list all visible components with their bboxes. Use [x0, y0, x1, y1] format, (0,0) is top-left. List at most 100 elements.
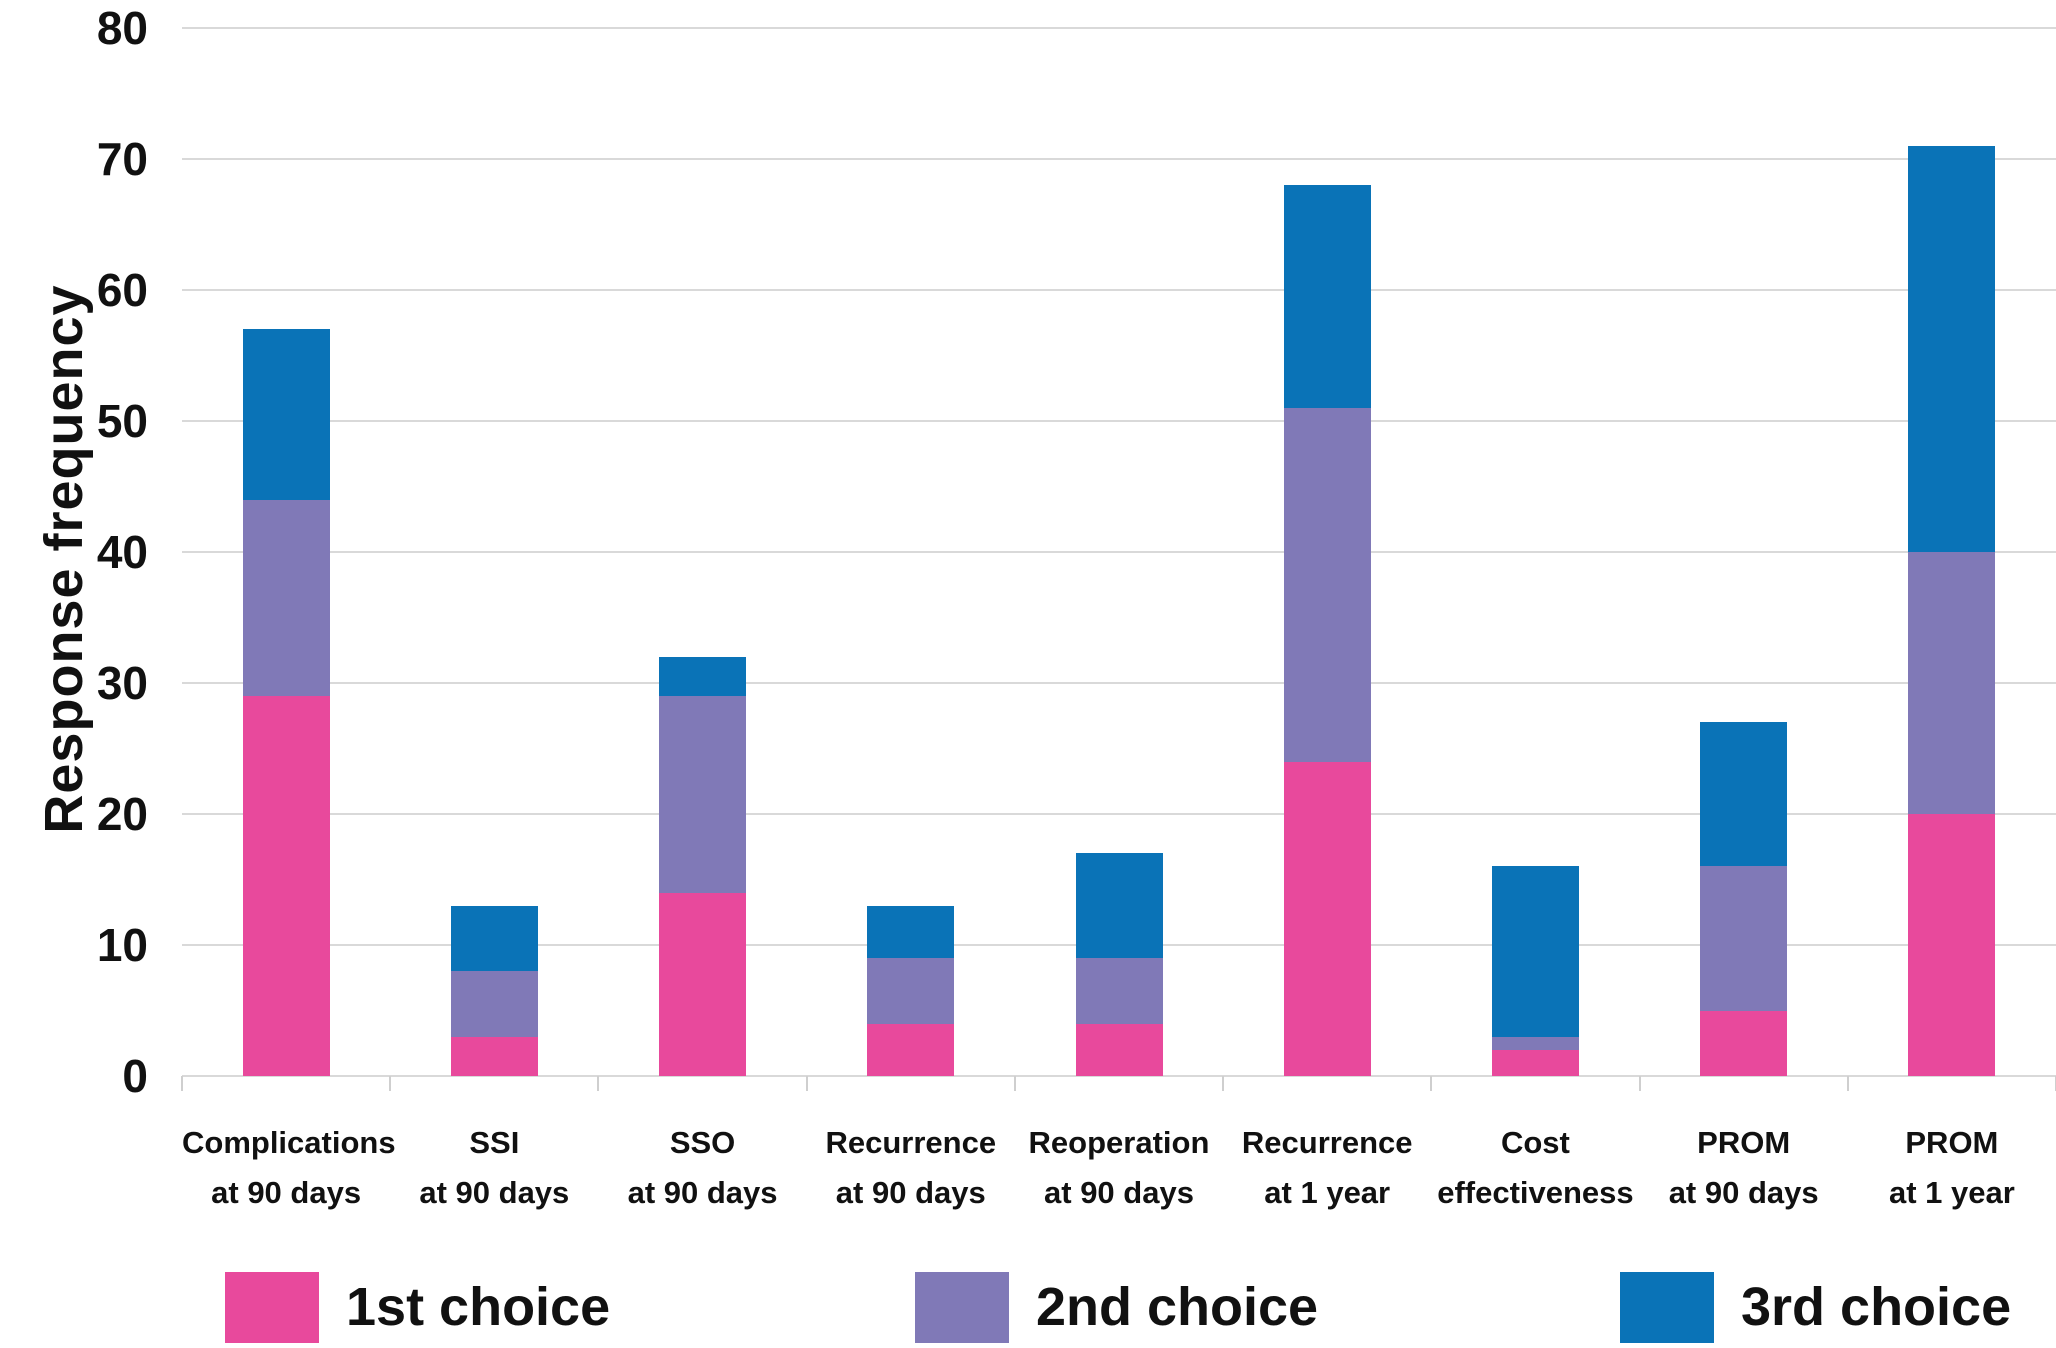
category-label: Complications at 90 days: [182, 1118, 396, 1218]
y-tick-label-70: 70: [96, 133, 148, 185]
bar-segment-2nd-choice: [1491, 1036, 1579, 1050]
bar-PROM at 90 days: [1700, 722, 1788, 1076]
bar-segment-1st-choice: [1075, 1023, 1163, 1076]
category-label-line: PROM: [1905, 1125, 1999, 1160]
bar-Complications at 90 days: [242, 329, 330, 1076]
bar-segment-2nd-choice: [242, 499, 330, 697]
x-axis-tick: [1222, 1076, 1225, 1091]
bar-segment-3rd-choice: [1075, 853, 1163, 959]
gridline-70: [182, 158, 2056, 160]
category-label: SSO at 90 days: [598, 1118, 806, 1218]
x-axis-tick: [181, 1076, 183, 1091]
category-label: Reoperation at 90 days: [1015, 1118, 1223, 1218]
category-label-line: SSI: [469, 1125, 520, 1160]
bar-segment-1st-choice: [659, 892, 747, 1076]
legend-label: 3rd choice: [1741, 1277, 2012, 1337]
x-axis-tick: [389, 1076, 392, 1091]
bar-segment-1st-choice: [1908, 814, 1996, 1076]
gridline-0: [182, 1075, 2056, 1077]
y-tick-label-30: 30: [96, 657, 148, 709]
bar-segment-2nd-choice: [659, 696, 747, 893]
category-label: PROM at 90 days: [1640, 1118, 1848, 1218]
category-label: PROM at 1 year: [1848, 1118, 2056, 1218]
gridline-50: [182, 420, 2056, 422]
gridline-40: [182, 551, 2056, 553]
y-tick-label-40: 40: [96, 526, 148, 578]
bar-segment-1st-choice: [1283, 761, 1371, 1076]
category-label-line: Reoperation: [1028, 1125, 1210, 1160]
bar-Recurrence at 1 year: [1283, 185, 1371, 1076]
gridline-20: [182, 813, 2056, 815]
category-label-line: Cost: [1500, 1125, 1570, 1160]
bar-segment-2nd-choice: [450, 971, 538, 1037]
x-axis-tick: [1013, 1076, 1016, 1091]
category-label-line: at 90 days: [211, 1175, 362, 1210]
legend-swatch-2nd-choice: [915, 1271, 1009, 1343]
gridline-80: [182, 27, 2056, 29]
category-label-line: at 90 days: [1044, 1175, 1194, 1210]
bar-segment-3rd-choice: [867, 905, 955, 959]
bar-segment-3rd-choice: [242, 329, 330, 500]
y-tick-label-0: 0: [122, 1050, 148, 1102]
x-axis-tick: [1638, 1076, 1641, 1091]
category-label: Recurrence at 1 year: [1223, 1118, 1431, 1218]
bar-Recurrence at 90 days: [867, 905, 955, 1076]
category-label-line: Recurrence: [825, 1125, 997, 1160]
legend-swatch-1st-choice: [225, 1271, 319, 1343]
y-tick-label-20: 20: [96, 788, 148, 840]
category-label-line: at 90 days: [627, 1175, 778, 1210]
legend-item-1st-choice: 1st choice: [225, 1271, 610, 1343]
category-label-line: at 1 year: [1888, 1175, 2015, 1210]
category-label: Cost effectiveness: [1431, 1118, 1639, 1218]
category-label-line: PROM: [1697, 1125, 1791, 1160]
y-tick-label-50: 50: [96, 395, 148, 447]
bar-segment-3rd-choice: [450, 905, 538, 972]
x-axis-tick: [1846, 1076, 1849, 1091]
y-tick-label-10: 10: [96, 919, 148, 971]
bar-segment-2nd-choice: [1075, 958, 1163, 1024]
bar-segment-1st-choice: [867, 1023, 955, 1076]
bar-SSO at 90 days: [659, 656, 747, 1076]
bar-segment-2nd-choice: [1283, 407, 1371, 762]
category-label-line: effectiveness: [1437, 1175, 1634, 1210]
legend-label: 2nd choice: [1036, 1277, 1319, 1337]
bar-segment-1st-choice: [242, 696, 330, 1076]
bar-segment-3rd-choice: [659, 656, 747, 697]
category-label-line: at 90 days: [1668, 1175, 1819, 1210]
x-axis-tick: [1430, 1076, 1433, 1091]
category-label-line: SSO: [669, 1125, 736, 1160]
legend-label: 1st choice: [346, 1277, 611, 1337]
bar-segment-3rd-choice: [1283, 185, 1371, 408]
bar-PROM at 1 year: [1908, 145, 1996, 1076]
category-label-line: Recurrence: [1241, 1125, 1413, 1160]
legend-item-3rd-choice: 3rd choice: [1620, 1271, 2011, 1343]
category-label-line: at 90 days: [835, 1175, 986, 1210]
bar-segment-1st-choice: [450, 1036, 538, 1076]
category-label: Recurrence at 90 days: [807, 1118, 1015, 1218]
y-tick-label-60: 60: [96, 264, 148, 316]
bar-segment-3rd-choice: [1700, 722, 1788, 867]
bar-Reoperation at 90 days: [1075, 853, 1163, 1076]
category-label-line: at 1 year: [1264, 1175, 1391, 1210]
bar-Cost effectiveness: [1491, 866, 1579, 1076]
category-label: SSI at 90 days: [390, 1118, 598, 1218]
x-axis-tick: [805, 1076, 808, 1091]
gridline-60: [182, 289, 2056, 291]
plot-area: [181, 27, 2056, 1091]
category-label-line: at 90 days: [419, 1175, 570, 1210]
gridline-30: [182, 682, 2056, 684]
legend-swatch-3rd-choice: [1620, 1271, 1714, 1343]
bar-segment-2nd-choice: [1700, 866, 1788, 1011]
legend-item-2nd-choice: 2nd choice: [915, 1271, 1318, 1343]
bar-segment-2nd-choice: [867, 958, 955, 1024]
bar-SSI at 90 days: [450, 905, 538, 1076]
bar-segment-1st-choice: [1491, 1049, 1579, 1076]
y-tick-label-80: 80: [96, 2, 148, 54]
category-label-line: Complications: [182, 1125, 396, 1160]
bar-segment-3rd-choice: [1491, 866, 1579, 1037]
x-axis-tick: [597, 1076, 600, 1091]
bar-segment-3rd-choice: [1908, 145, 1996, 552]
bar-segment-1st-choice: [1700, 1010, 1788, 1076]
bar-segment-2nd-choice: [1908, 552, 1996, 814]
